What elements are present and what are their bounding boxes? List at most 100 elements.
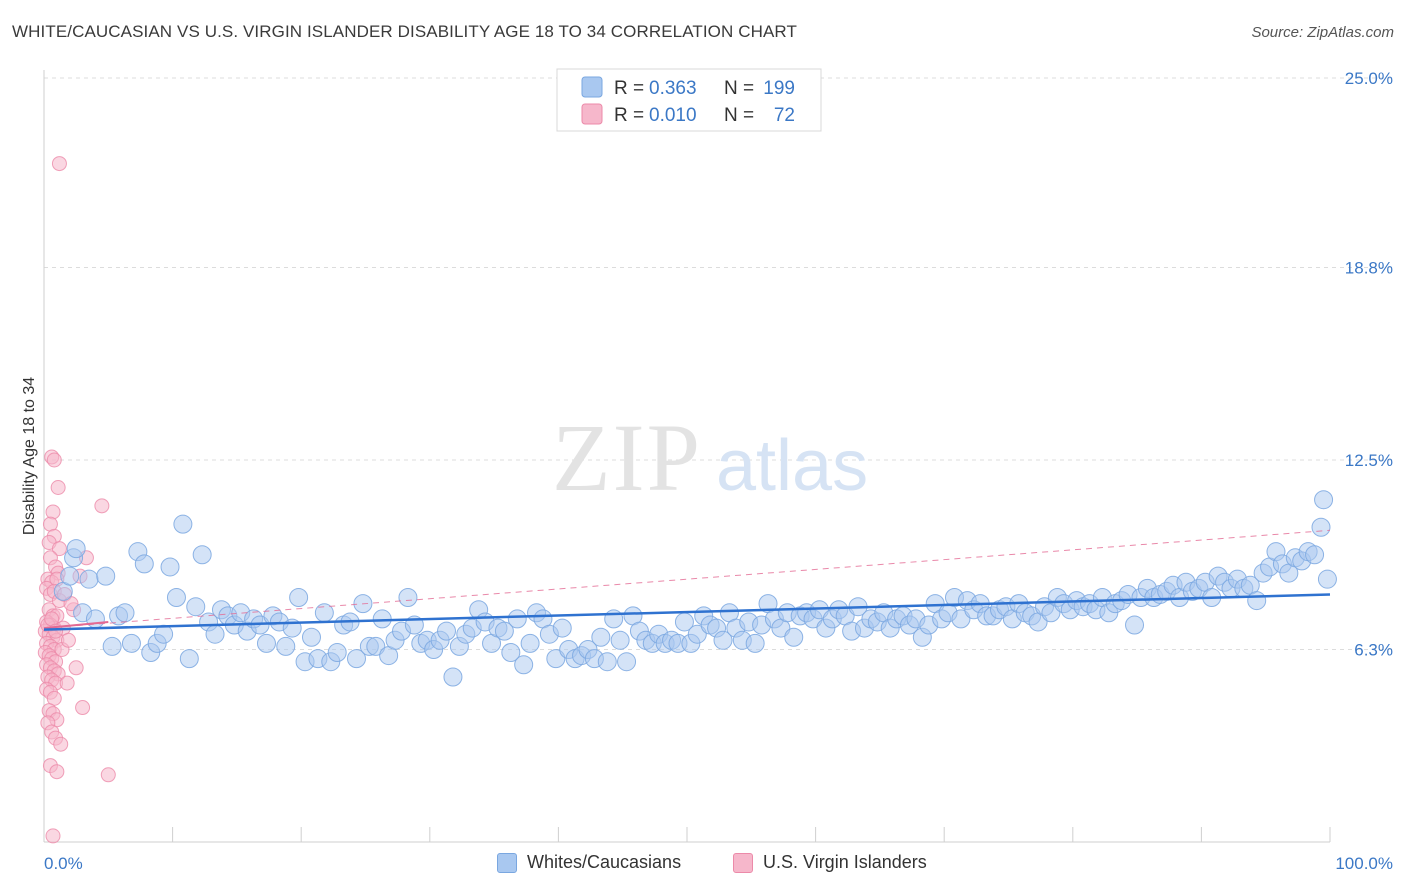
y-tick-label-2: 18.8%	[1345, 258, 1393, 277]
blue-point-54	[398, 588, 418, 608]
legend-n-value-blue: 199	[763, 78, 795, 99]
blue-point-22	[192, 545, 212, 565]
pink-point-66	[59, 675, 75, 691]
blue-point-167	[1125, 615, 1145, 635]
blue-point-70	[501, 643, 521, 663]
legend-item-whites: Whites/Caucasians	[497, 852, 681, 873]
pink-trend-dashed	[43, 529, 1331, 629]
legend-swatch-virgin-islanders	[733, 852, 753, 873]
y-tick-label-1: 12.5%	[1345, 451, 1393, 470]
blue-points	[53, 490, 1337, 687]
blue-point-114	[784, 627, 804, 647]
blue-point-78	[552, 618, 572, 638]
blue-point-88	[617, 652, 637, 672]
blue-point-35	[276, 636, 296, 656]
blue-point-21	[186, 597, 206, 617]
pink-point-65	[68, 660, 84, 676]
blue-point-43	[327, 643, 347, 663]
x-tick-marks	[172, 827, 1331, 842]
pink-trend-solid	[43, 620, 109, 630]
blue-point-3	[66, 539, 86, 559]
blue-point-61	[443, 667, 463, 687]
pink-point-64	[75, 700, 91, 716]
blue-point-196	[1311, 517, 1331, 537]
blue-point-60	[437, 621, 457, 641]
bottom-legend: Whites/Caucasians U.S. Virgin Islanders	[0, 850, 1406, 880]
blue-point-195	[1305, 545, 1325, 565]
blue-point-73	[520, 633, 540, 653]
blue-point-13	[134, 554, 154, 574]
pink-point-58	[94, 498, 110, 514]
blue-point-72	[514, 655, 534, 675]
x-tick-label-100: 100.0%	[1335, 854, 1393, 873]
pink-point-3	[50, 480, 66, 496]
legend-swatch-pink	[581, 103, 603, 125]
pink-point-2	[46, 452, 62, 468]
blue-point-1	[60, 566, 80, 586]
blue-point-18	[166, 588, 186, 608]
blue-point-32	[256, 633, 276, 653]
legend-swatch-whites	[497, 852, 517, 873]
blue-point-50	[372, 609, 392, 629]
y-tick-label-0: 6.3%	[1354, 640, 1393, 659]
y-axis-label: Disability Age 18 to 34	[21, 377, 38, 535]
pink-point-52	[53, 736, 69, 752]
blue-point-5	[79, 569, 99, 589]
blue-point-85	[597, 652, 617, 672]
blue-point-11	[121, 633, 141, 653]
blue-point-10	[115, 603, 135, 623]
y-tick-label-3: 25.0%	[1345, 69, 1393, 88]
blue-point-197	[1314, 490, 1334, 510]
legend-n-label-blue: N =	[724, 78, 754, 99]
grid-lines	[44, 77, 1393, 650]
blue-point-17	[160, 557, 180, 577]
blue-point-39	[301, 627, 321, 647]
blue-point-198	[1317, 569, 1337, 589]
blue-point-87	[610, 630, 630, 650]
legend-n-value-pink: 72	[774, 105, 795, 126]
blue-point-37	[289, 588, 309, 608]
legend-n-label-pink: N =	[724, 105, 754, 126]
blue-point-103	[713, 630, 733, 650]
top-legend: R = 0.363 N = 199 R = 0.010 N = 72	[556, 68, 822, 132]
blue-point-69	[494, 621, 514, 641]
pink-point-0	[51, 156, 67, 172]
blue-point-20	[179, 649, 199, 669]
legend-swatch-blue	[581, 76, 603, 98]
blue-point-186	[1247, 591, 1267, 611]
blue-point-46	[346, 649, 366, 669]
pink-point-55	[45, 828, 61, 844]
legend-r-value-pink: 0.010	[649, 105, 697, 126]
blue-point-108	[745, 633, 765, 653]
chart-title: WHITE/CAUCASIAN VS U.S. VIRGIN ISLANDER …	[12, 22, 797, 41]
legend-r-label-blue: R =	[614, 78, 644, 99]
legend-label-whites: Whites/Caucasians	[527, 852, 682, 872]
blue-point-86	[604, 609, 624, 629]
trend-lines	[43, 529, 1331, 631]
blue-trend-line	[43, 593, 1331, 631]
source-label: Source: ZipAtlas.com	[1251, 24, 1394, 41]
x-tick-label-0: 0.0%	[44, 854, 83, 873]
pink-points	[37, 156, 116, 844]
blue-point-99	[687, 624, 707, 644]
legend-r-label-pink: R =	[614, 105, 644, 126]
blue-point-24	[205, 624, 225, 644]
legend-label-virgin-islanders: U.S. Virgin Islanders	[763, 852, 927, 872]
blue-point-7	[96, 566, 116, 586]
pink-point-68	[60, 632, 76, 648]
pink-point-8	[51, 541, 67, 557]
blue-point-71	[507, 609, 527, 629]
blue-point-140	[951, 609, 971, 629]
pink-point-56	[100, 767, 116, 783]
pink-point-4	[45, 504, 61, 520]
watermark-zip: ZIP	[552, 404, 702, 511]
legend-r-value-blue: 0.363	[649, 78, 697, 99]
blue-point-49	[366, 636, 386, 656]
blue-point-19	[173, 514, 193, 534]
legend-item-virgin-islanders: U.S. Virgin Islanders	[733, 852, 927, 873]
blue-point-16	[154, 624, 174, 644]
blue-point-84	[591, 627, 611, 647]
pink-point-54	[49, 764, 65, 780]
blue-point-77	[546, 649, 566, 669]
y-tick-labels: 6.3% 12.5% 18.8% 25.0%	[1345, 69, 1393, 659]
